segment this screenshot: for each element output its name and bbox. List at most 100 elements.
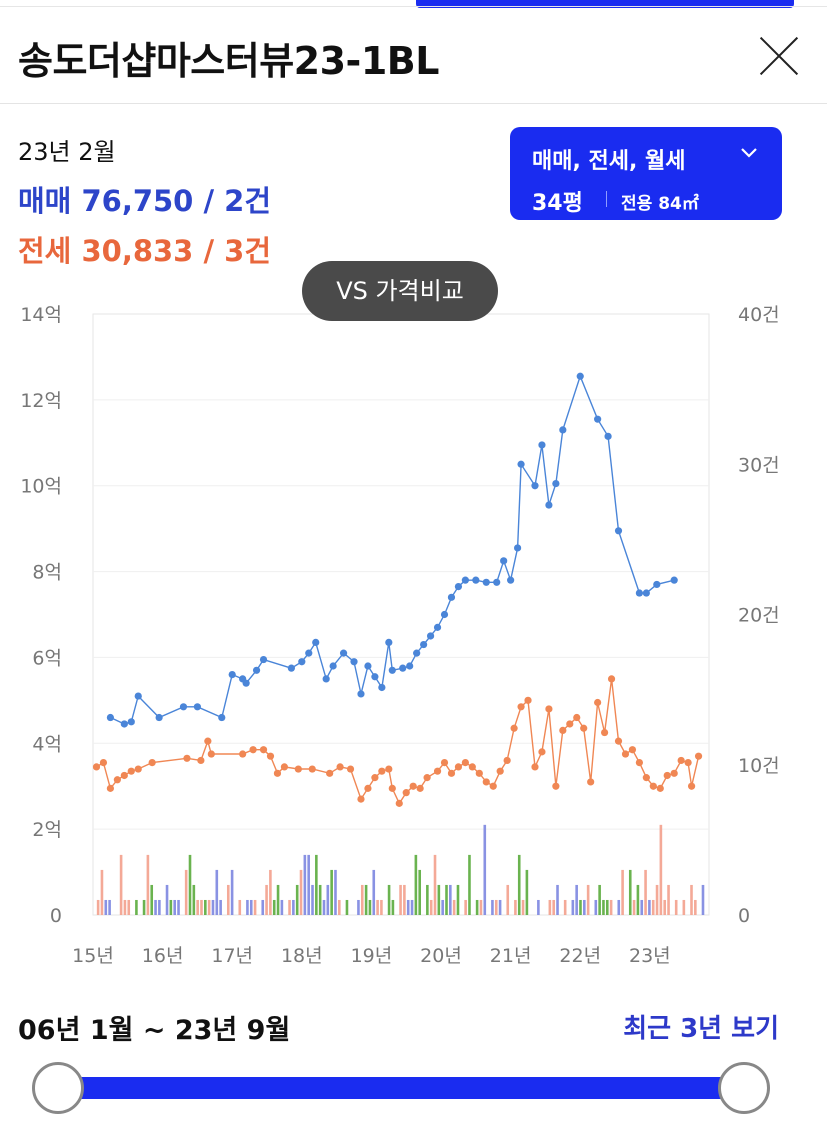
- jeonse-price-point: [183, 754, 191, 762]
- jeonse-price-point: [378, 767, 386, 775]
- range-slider-end-handle[interactable]: [718, 1062, 770, 1114]
- volume-bar: [334, 869, 337, 915]
- volume-bar: [537, 899, 540, 915]
- sale-price-point: [259, 655, 268, 664]
- volume-bar: [200, 899, 203, 915]
- sale-price-point: [127, 718, 135, 726]
- plot-frame: [92, 313, 710, 916]
- volume-bar: [579, 899, 582, 915]
- sale-price-point: [500, 557, 508, 565]
- volume-bar: [188, 854, 192, 915]
- volume-bar: [694, 899, 697, 915]
- jeonse-price-point: [496, 767, 504, 775]
- volume-bar: [322, 899, 326, 915]
- vs-compare-button[interactable]: VS 가격비교: [302, 261, 498, 321]
- jeonse-price-point: [489, 782, 497, 790]
- sale-price-point: [653, 580, 661, 589]
- sale-price-point: [426, 632, 435, 640]
- volume-bar: [621, 869, 624, 915]
- jeonse-price-point: [621, 750, 630, 758]
- trade-type-label: 매매, 전세, 월세: [532, 149, 686, 174]
- y-left-tick-label: 8억: [32, 562, 62, 584]
- volume-bar: [158, 899, 161, 915]
- volume-bar: [410, 899, 414, 915]
- sale-price-point: [552, 479, 560, 488]
- volume-bar: [491, 899, 494, 915]
- sale-price-point: [193, 703, 202, 711]
- header-divider: [0, 103, 827, 104]
- jeonse-price-point: [364, 784, 372, 792]
- volume-bar: [663, 899, 667, 915]
- range-slider-track[interactable]: [58, 1077, 744, 1099]
- volume-bar: [292, 899, 295, 915]
- volume-bar: [475, 899, 479, 915]
- volume-bar: [456, 884, 460, 915]
- jeonse-price-point: [594, 698, 602, 707]
- volume-bar: [204, 899, 207, 915]
- jeonse-price-point: [409, 782, 417, 790]
- volume-bar: [372, 869, 376, 915]
- volume-bar: [594, 899, 598, 915]
- sale-price-point: [322, 675, 330, 683]
- jeonse-price-point: [670, 769, 678, 777]
- volume-bar: [295, 884, 299, 915]
- volume-bar: [556, 884, 559, 915]
- sale-price-point: [287, 664, 295, 672]
- sale-price-point: [447, 593, 456, 601]
- trade-filter-button[interactable]: 매매, 전세, 월세 34평 전용 84㎡: [510, 127, 782, 220]
- volume-bar: [598, 884, 601, 915]
- price-chart[interactable]: 0 2억 4억 6억 8억 10억 12억 14억 0 10건 20건 30건 40건 15년 16년 17년…: [0, 290, 827, 984]
- sale-price-point: [538, 441, 546, 449]
- volume-bar: [468, 854, 471, 915]
- jeonse-price-point: [454, 763, 463, 771]
- x-tick-label: 20년: [420, 945, 462, 967]
- volume-bar: [315, 854, 318, 915]
- jeonse-price-point: [600, 728, 609, 737]
- jeonse-price-point: [308, 765, 316, 773]
- sale-price-point: [106, 713, 115, 722]
- volume-bar: [617, 899, 621, 915]
- x-tick-label: 21년: [490, 945, 532, 967]
- sale-price-point: [642, 589, 650, 597]
- sale-price-point: [433, 623, 442, 631]
- sale-price-point: [329, 662, 337, 670]
- area-label: 전용 84㎡: [621, 194, 699, 214]
- volume-bar: [311, 884, 314, 915]
- sale-price-point: [670, 576, 678, 584]
- volume-bar: [391, 899, 395, 915]
- jeonse-price-point: [510, 724, 518, 732]
- volume-bar: [318, 884, 322, 915]
- close-icon[interactable]: [757, 34, 801, 78]
- sale-price-point: [350, 658, 358, 666]
- jeonse-price-point: [197, 756, 205, 765]
- volume-bar: [525, 869, 529, 915]
- x-tick-label: 16년: [142, 945, 184, 967]
- jeonse-price-point: [388, 784, 396, 792]
- jeonse-price-point: [461, 759, 469, 767]
- volume-bar: [403, 884, 406, 915]
- sale-price-point: [482, 578, 490, 586]
- volume-bar: [682, 899, 686, 915]
- jeonse-price-line: [96, 678, 700, 805]
- volume-bar: [288, 899, 291, 915]
- volume-bar: [269, 869, 272, 915]
- volume-bar: [230, 869, 234, 915]
- volume-bar: [192, 884, 196, 915]
- jeonse-price-point: [587, 778, 595, 786]
- sale-price-point: [493, 578, 501, 586]
- sale-price-point: [454, 582, 463, 591]
- recent-3-years-button[interactable]: 최근 3년 보기: [623, 1014, 779, 1044]
- sale-price-point: [594, 415, 602, 423]
- sale-price-point: [461, 576, 469, 584]
- top-tab-indicator: [416, 0, 794, 8]
- top-divider: [0, 6, 827, 7]
- x-tick-label: 23년: [629, 945, 671, 967]
- range-slider-start-handle[interactable]: [32, 1062, 84, 1114]
- sale-price-point: [406, 662, 414, 670]
- price-chart-svg: 0 2억 4억 6억 8억 10억 12억 14억 0 10건 20건 30건 40건 15년 16년 17년…: [20, 304, 779, 967]
- jeonse-price-point: [120, 771, 128, 780]
- sale-price-point: [576, 372, 584, 380]
- volume-bar: [261, 899, 265, 915]
- volume-bar: [632, 899, 636, 915]
- jeonse-price-point: [628, 746, 637, 754]
